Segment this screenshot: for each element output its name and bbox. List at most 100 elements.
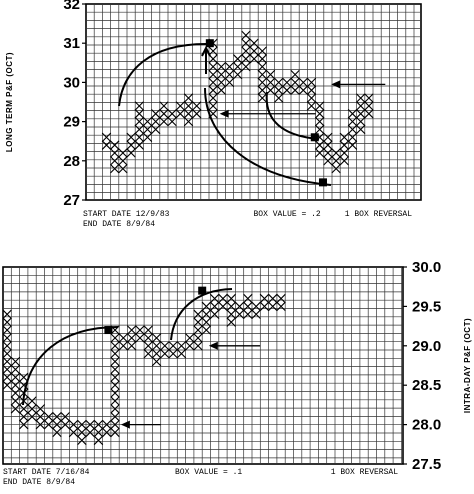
x-mark [102,419,112,430]
x-mark [216,69,227,80]
x-mark [19,419,29,430]
x-mark [339,148,350,158]
x-mark [355,124,366,135]
x-mark [85,419,95,430]
square-marker [310,133,319,142]
plot-frame [85,3,422,201]
x-mark [10,380,21,390]
x-mark [10,388,21,398]
x-mark [2,333,12,343]
y-tick-label: 27 [63,192,80,209]
x-mark [118,163,128,174]
x-mark [134,109,145,119]
x-mark [183,101,194,111]
x-mark [183,109,194,119]
x-mark [27,396,37,406]
x-mark [93,427,104,438]
x-mark [2,372,12,383]
grid [85,3,422,201]
x-mark [110,427,120,438]
x-mark [167,109,177,119]
x-mark [241,62,251,72]
x-mark [226,317,236,327]
x-mark [208,62,218,72]
x-mark [167,116,177,127]
trend-arc [118,43,207,107]
x-mark [355,101,366,111]
x-mark [241,46,251,56]
x-mark [183,93,194,103]
x-mark [150,124,161,135]
x-mark [159,101,169,111]
x-mark [126,140,136,150]
x-mark [77,435,87,446]
x-mark [306,77,317,88]
x-mark [110,372,120,383]
x-mark [110,341,120,351]
x-mark [259,301,270,312]
x-mark [331,156,341,166]
x-mark [68,427,79,438]
x-mark [109,156,120,166]
x-mark [185,341,195,351]
x-mark [208,54,218,64]
trend-arc [265,91,320,140]
y-tick-label: 30 [63,74,80,91]
x-mark [243,293,253,304]
y-tick-label: 31 [63,35,80,52]
x-mark [176,341,187,351]
x-mark [19,404,29,414]
x-mark [251,309,261,320]
square-marker [198,286,207,295]
x-mark [208,46,218,56]
x-mark [159,109,169,119]
x-mark [93,419,104,430]
x-mark [43,411,54,422]
x-mark [2,341,12,351]
x-mark [257,62,268,72]
x-mark [259,293,270,304]
x-mark [216,85,227,95]
x-mark [135,325,145,335]
x-mark [347,132,358,142]
x-mark [27,411,37,422]
x-mark [143,341,153,351]
x-mark [257,93,268,103]
x-mark [347,116,358,127]
x-mark [273,93,284,103]
markers [205,39,327,187]
x-mark [208,93,218,103]
x-mark [142,132,153,142]
x-mark [110,396,120,406]
x-mark [201,309,212,320]
x-mark [176,348,187,359]
x-mark [151,356,162,367]
x-mark [118,148,128,158]
y-tick-label: 30.0 [412,259,441,276]
x-mark [175,109,186,119]
footer-reversal: 1 BOX REVERSAL [331,468,398,477]
x-mark [208,85,218,95]
x-mark [118,341,129,351]
x-mark [134,124,145,135]
intraday-pf-chart: 27.5 28.0 28.5 29.0 29.5 30.0 INTRA-DAY P&F (O… [2,259,472,487]
x-mark [193,309,203,320]
x-mark [118,156,128,166]
x-mark [151,348,162,359]
x-mark [201,301,212,312]
x-mark [339,156,350,166]
arrow-head [208,341,218,350]
x-mark [314,148,325,158]
x-mark [101,132,112,142]
x-mark [323,148,333,158]
x-mark [126,148,136,158]
x-mark [109,163,120,174]
x-marks [101,30,374,174]
x-mark [110,364,120,375]
x-mark [314,109,325,119]
x-mark [216,77,227,88]
x-mark [10,356,21,367]
